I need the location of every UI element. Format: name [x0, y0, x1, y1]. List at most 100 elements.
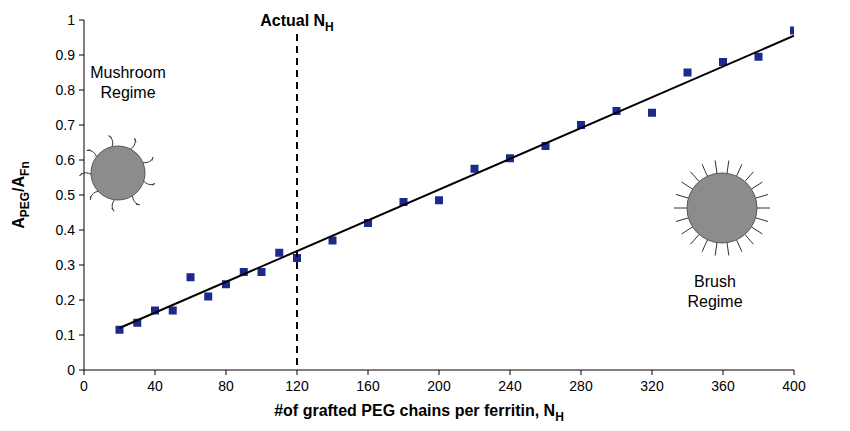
x-tick: [723, 370, 724, 375]
chain: [691, 172, 700, 182]
x-tick: [652, 370, 653, 375]
annotation-label: Actual NH: [260, 12, 334, 34]
chain: [682, 182, 693, 189]
y-tick-label: 1: [67, 12, 75, 28]
chain: [751, 182, 762, 189]
text-part: Actual N: [260, 12, 325, 29]
text-part: PEG: [18, 192, 32, 217]
reference-line: [296, 34, 298, 370]
y-tick: [79, 125, 84, 126]
annotation-label: Brush: [694, 273, 736, 290]
point: [258, 268, 266, 276]
y-tick-label: 0.8: [56, 82, 76, 98]
y-tick-label: 0.3: [56, 257, 76, 273]
chain: [90, 191, 98, 199]
point: [471, 165, 479, 173]
x-tick: [226, 370, 227, 375]
chain: [702, 164, 707, 176]
chain: [682, 227, 693, 234]
particle: [91, 146, 145, 200]
x-axis-title: #of grafted PEG chains per ferritin, NH: [274, 402, 564, 424]
y-tick: [79, 265, 84, 266]
chain: [756, 218, 768, 222]
plot-data: [116, 27, 795, 334]
chain: [727, 160, 729, 173]
x-tick-label: 0: [80, 378, 88, 394]
chain: [143, 157, 153, 162]
text-part: H: [325, 20, 334, 34]
brush-icon: [674, 160, 770, 255]
axes: 0408012016020024028032036040000.10.20.30…: [56, 12, 806, 394]
x-tick-label: 80: [218, 378, 234, 394]
point: [435, 196, 443, 204]
y-tick-label: 0: [67, 362, 75, 378]
chain: [756, 194, 768, 198]
point: [169, 307, 177, 315]
chain: [133, 196, 140, 205]
y-axis-title: APEG/AFn: [10, 161, 32, 229]
chain: [80, 173, 91, 176]
y-tick-label: 0.9: [56, 47, 76, 63]
chain: [674, 208, 687, 209]
chain: [715, 243, 717, 256]
point: [187, 273, 195, 281]
point: [204, 293, 212, 301]
y-tick: [79, 335, 84, 336]
chain: [676, 194, 688, 198]
y-tick: [79, 300, 84, 301]
annotation-label: Regime: [687, 293, 742, 310]
x-tick-label: 120: [285, 378, 309, 394]
text-part: /A: [10, 175, 27, 191]
y-tick-label: 0.5: [56, 187, 76, 203]
chain: [727, 243, 729, 256]
chain: [676, 218, 688, 222]
point: [648, 109, 656, 117]
point: [684, 69, 692, 77]
y-tick-label: 0.7: [56, 117, 76, 133]
annotation-label: Mushroom: [90, 64, 166, 81]
chain: [751, 227, 762, 234]
chain: [112, 200, 115, 211]
chain: [144, 181, 155, 185]
y-tick: [79, 230, 84, 231]
y-tick-label: 0.6: [56, 152, 76, 168]
x-tick-label: 320: [640, 378, 664, 394]
x-tick: [297, 370, 298, 375]
chart: 0408012016020024028032036040000.10.20.30…: [0, 0, 850, 431]
x-tick: [510, 370, 511, 375]
particle: [687, 173, 757, 243]
chain: [737, 164, 742, 176]
trend-line: [120, 36, 795, 328]
x-tick: [794, 370, 795, 375]
chain: [702, 240, 707, 252]
annotation-label: Regime: [100, 84, 155, 101]
chain: [715, 160, 717, 173]
chain: [109, 136, 113, 147]
chain: [745, 172, 754, 182]
y-tick-label: 0.2: [56, 292, 76, 308]
chain: [745, 234, 754, 244]
x-tick: [84, 370, 85, 375]
y-tick: [79, 20, 84, 21]
chain: [691, 234, 700, 244]
point: [275, 249, 283, 257]
chain: [130, 138, 136, 149]
text-part: Fn: [18, 161, 32, 176]
text-part: H: [555, 410, 564, 424]
x-tick-label: 40: [147, 378, 163, 394]
x-tick: [368, 370, 369, 375]
mushroom-icon: [80, 136, 155, 211]
x-tick: [155, 370, 156, 375]
y-tick: [79, 55, 84, 56]
y-tick: [79, 370, 84, 371]
x-tick-label: 360: [711, 378, 735, 394]
x-tick-label: 160: [356, 378, 380, 394]
text-part: A: [10, 217, 27, 229]
chain: [757, 208, 770, 209]
x-tick-label: 200: [427, 378, 451, 394]
x-tick-label: 240: [498, 378, 522, 394]
y-tick: [79, 160, 84, 161]
y-tick: [79, 195, 84, 196]
chain: [87, 150, 97, 157]
x-tick-label: 280: [569, 378, 593, 394]
